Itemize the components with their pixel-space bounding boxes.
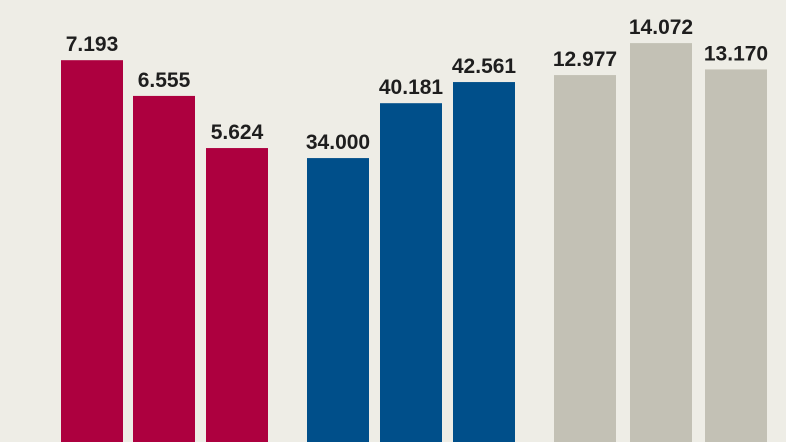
bar-group-3-1: [554, 75, 616, 442]
data-label: 5.624: [211, 121, 264, 144]
data-label: 40.181: [379, 76, 444, 99]
bar-group-3-3: [705, 69, 767, 442]
bar-group-1-3: [206, 148, 268, 442]
data-label: 42.561: [452, 55, 517, 78]
bar-group-2-1: [307, 158, 369, 442]
data-label: 12.977: [553, 48, 617, 71]
data-label: 7.193: [66, 33, 119, 56]
bar-group-1-2: [133, 95, 195, 442]
bar-group-2-3: [453, 82, 515, 442]
data-label: 13.170: [704, 42, 768, 65]
bar-group-1-1: [61, 60, 123, 442]
data-label: 34.000: [306, 131, 370, 154]
bar-group-3-2: [630, 43, 692, 442]
data-label: 6.555: [138, 69, 191, 92]
data-label: 14.072: [629, 16, 693, 39]
bar-group-2-2: [380, 103, 442, 442]
